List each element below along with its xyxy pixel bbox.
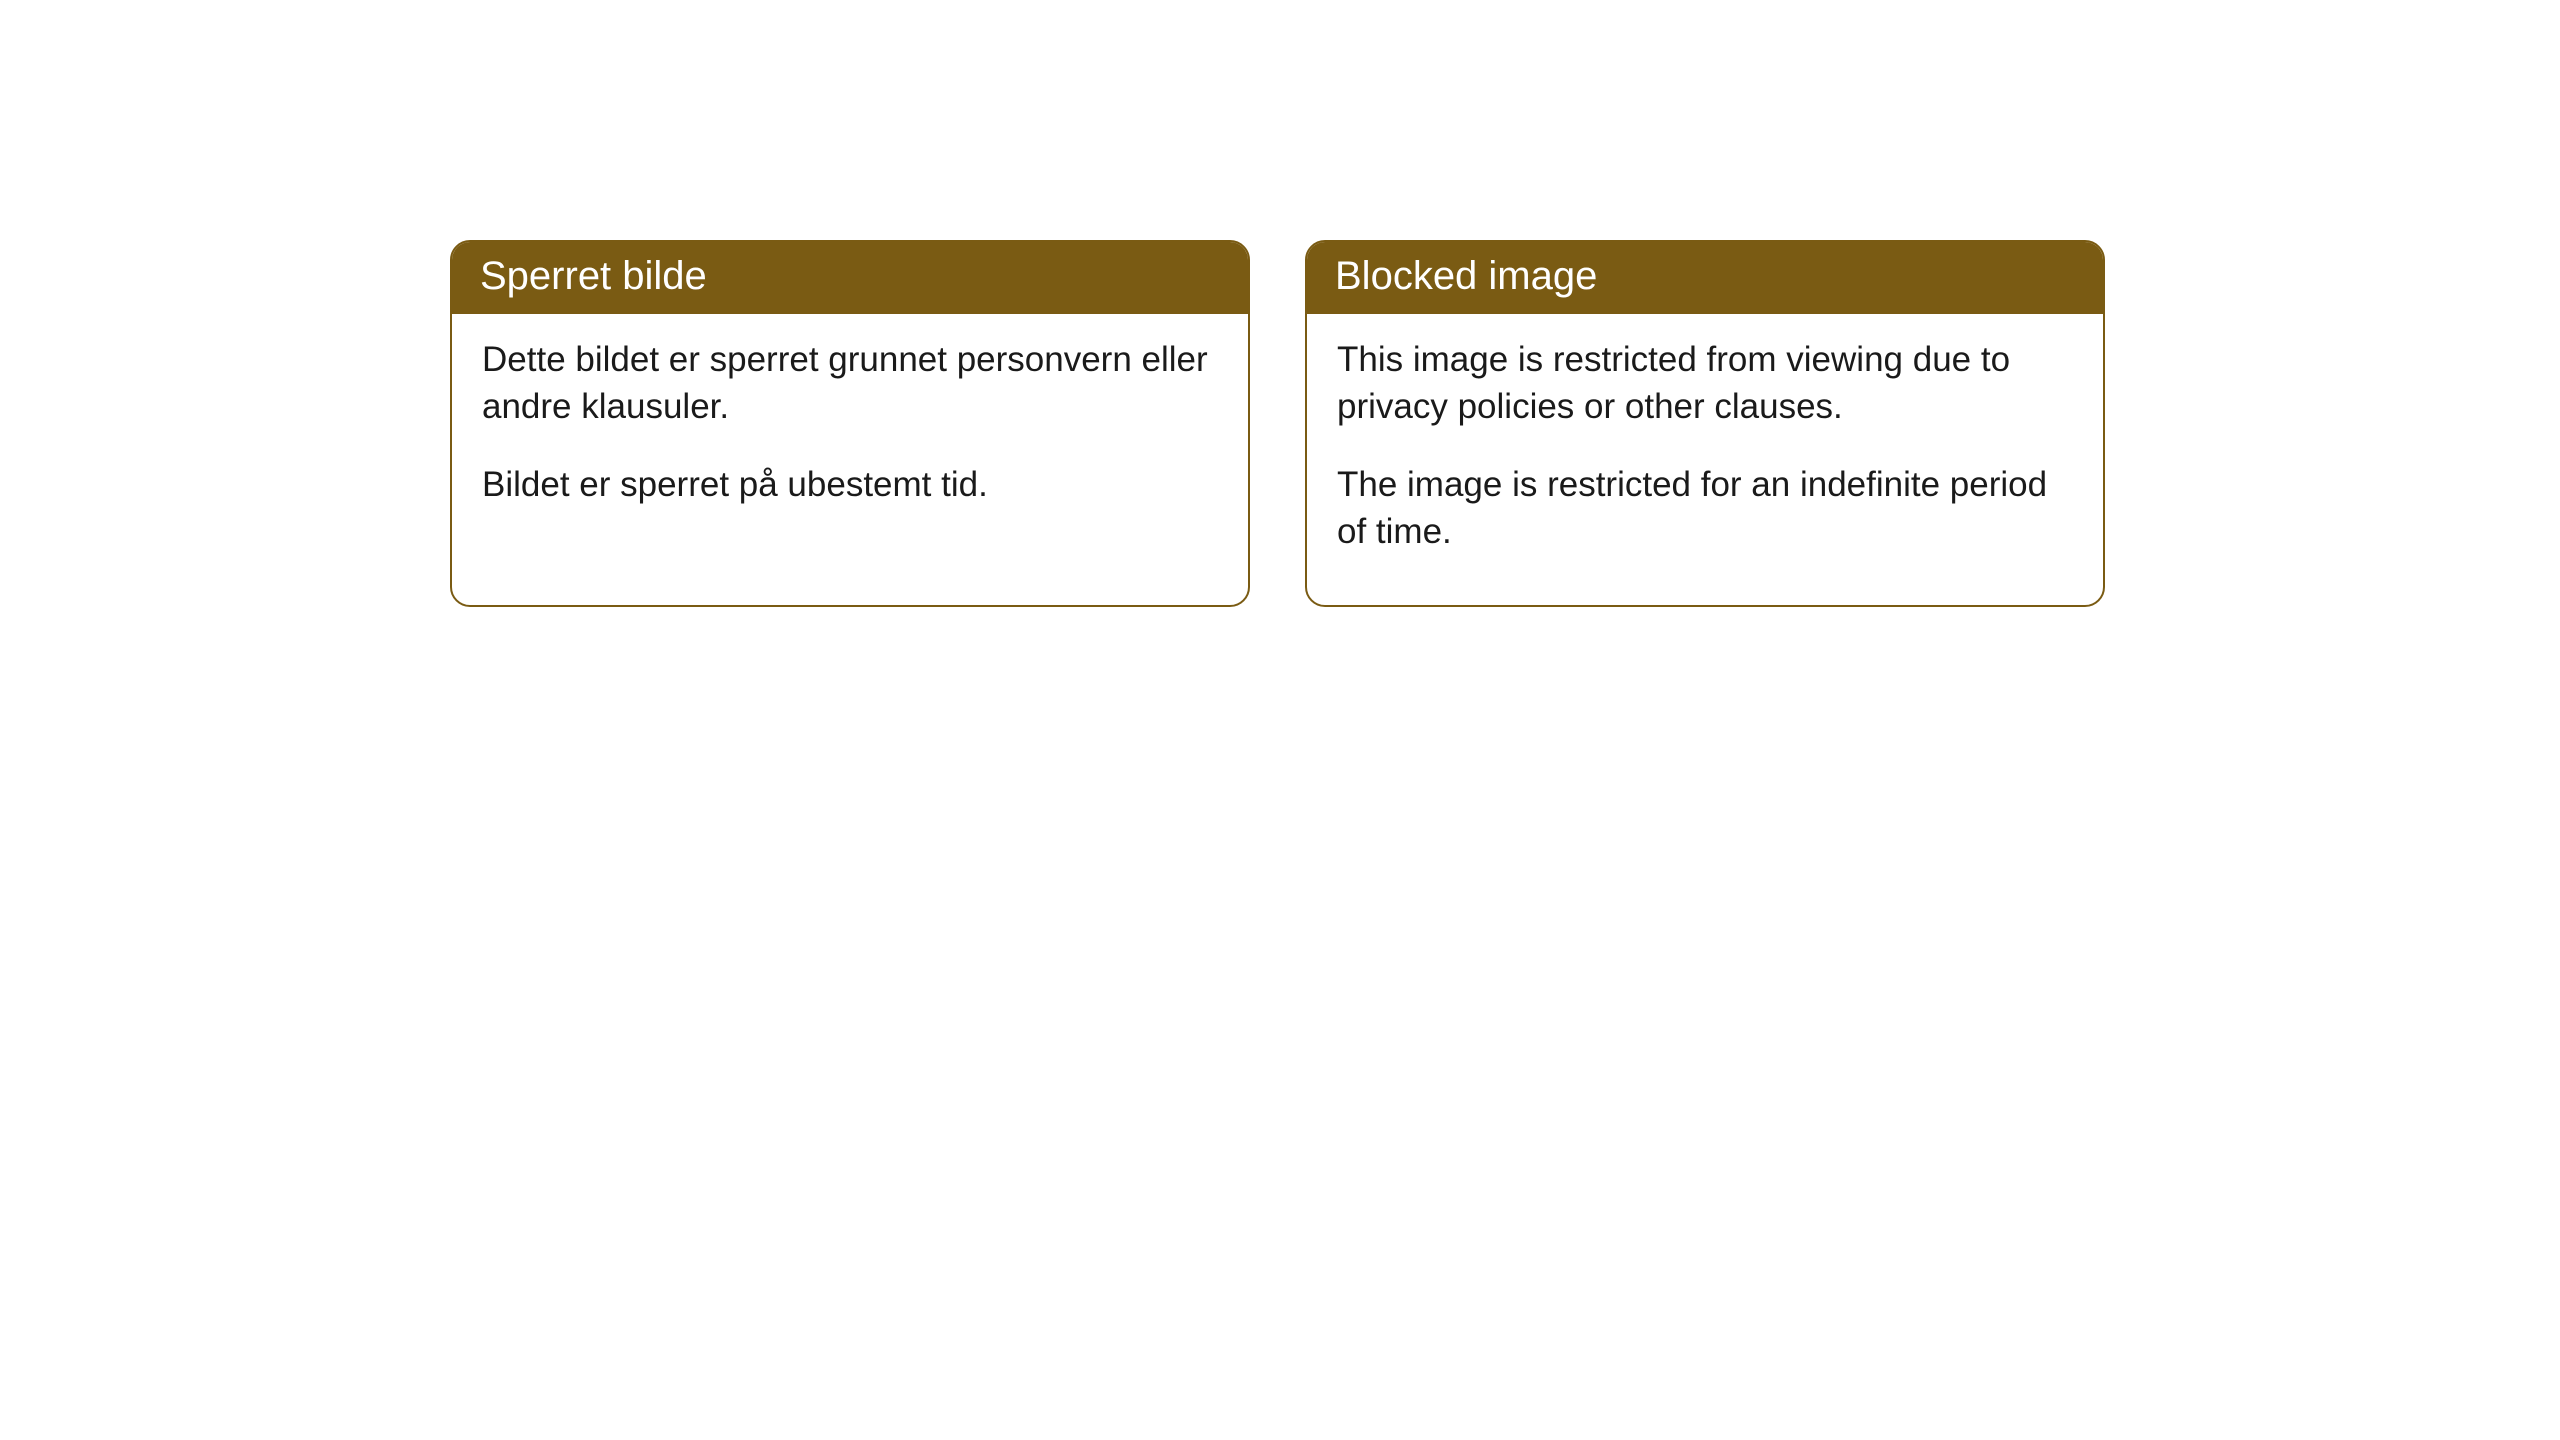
blocked-image-card-en: Blocked image This image is restricted f…	[1305, 240, 2105, 607]
card-text-line-1: This image is restricted from viewing du…	[1337, 336, 2073, 431]
card-header: Sperret bilde	[452, 242, 1248, 314]
card-header: Blocked image	[1307, 242, 2103, 314]
card-text-line-2: Bildet er sperret på ubestemt tid.	[482, 461, 1218, 508]
notice-cards-container: Sperret bilde Dette bildet er sperret gr…	[0, 0, 2560, 607]
card-title: Blocked image	[1335, 254, 1597, 298]
card-text-line-2: The image is restricted for an indefinit…	[1337, 461, 2073, 556]
card-text-line-1: Dette bildet er sperret grunnet personve…	[482, 336, 1218, 431]
card-body: Dette bildet er sperret grunnet personve…	[452, 314, 1248, 558]
card-body: This image is restricted from viewing du…	[1307, 314, 2103, 605]
card-title: Sperret bilde	[480, 254, 707, 298]
blocked-image-card-no: Sperret bilde Dette bildet er sperret gr…	[450, 240, 1250, 607]
